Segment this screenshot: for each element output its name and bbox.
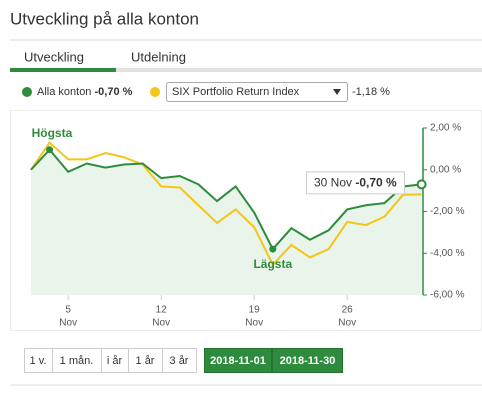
tab[interactable]: Utveckling	[24, 49, 84, 64]
plot: 2,00 % 0,00 % -2,00 % -4,00 % -6,00 % 5 Nov 12 N…	[30, 123, 465, 329]
min-marker	[269, 245, 277, 253]
range-button[interactable]	[24, 348, 53, 373]
date-button-label: 2018-11-30	[280, 355, 336, 367]
tooltip-value: -0,70 %	[355, 176, 397, 190]
range-button[interactable]	[162, 348, 197, 373]
range-button-label: 1 mån.	[60, 355, 94, 367]
legend-dot	[22, 87, 32, 97]
legend-value: -1,18 %	[352, 86, 390, 98]
x-tick-label: 19	[249, 305, 261, 316]
area	[31, 149, 422, 295]
y-tick-label: -6,00 %	[430, 290, 465, 301]
legend-entry: Alla konton -0,70 %	[37, 86, 133, 98]
hover-marker	[416, 179, 427, 190]
select-arrow	[333, 89, 341, 95]
index-select[interactable]	[166, 82, 348, 102]
x-tick-month: Nov	[59, 318, 77, 329]
range-button-label: 3 år	[170, 355, 189, 367]
select-label: SIX Portfolio Return Index	[172, 86, 300, 98]
y-tick-label: 0,00 %	[430, 164, 461, 175]
range-button[interactable]	[101, 348, 129, 373]
series-line	[30, 141, 422, 267]
x-tick-month: Nov	[152, 318, 170, 329]
x-tick-label: 12	[156, 305, 168, 316]
y-tick-label: -4,00 %	[430, 248, 465, 259]
widget-title: Utveckling på alla konton	[10, 9, 199, 28]
tab[interactable]: Utdelning	[131, 49, 186, 64]
x-tick-month: Nov	[245, 318, 263, 329]
range-button-label: 1 v.	[30, 355, 47, 367]
x-tick-label: 5	[65, 305, 71, 316]
tooltip-box	[306, 171, 405, 195]
date-button[interactable]	[272, 348, 343, 373]
range-button-label: i år	[107, 355, 123, 367]
date-button[interactable]	[204, 348, 272, 373]
x-tick-month: Nov	[338, 318, 356, 329]
tab-bar	[10, 68, 482, 72]
legend-dot	[150, 87, 160, 97]
y-tick-label: 2,00 %	[430, 123, 461, 134]
min-label: Lägsta	[253, 257, 292, 271]
active-tab-indicator	[10, 68, 116, 72]
range-button[interactable]	[128, 348, 163, 373]
max-label: Högsta	[32, 126, 73, 140]
x-tick-label: 26	[342, 305, 354, 316]
date-button-label: 2018-11-01	[210, 355, 266, 367]
range-button-label: 1 år	[136, 355, 155, 367]
series-line	[30, 148, 422, 251]
tooltip: 30 Nov -0,70 %	[314, 176, 397, 190]
max-marker	[46, 146, 54, 154]
range-button[interactable]	[52, 348, 102, 373]
y-tick-label: -2,00 %	[430, 206, 465, 217]
tooltip-date: 30 Nov	[314, 176, 352, 190]
